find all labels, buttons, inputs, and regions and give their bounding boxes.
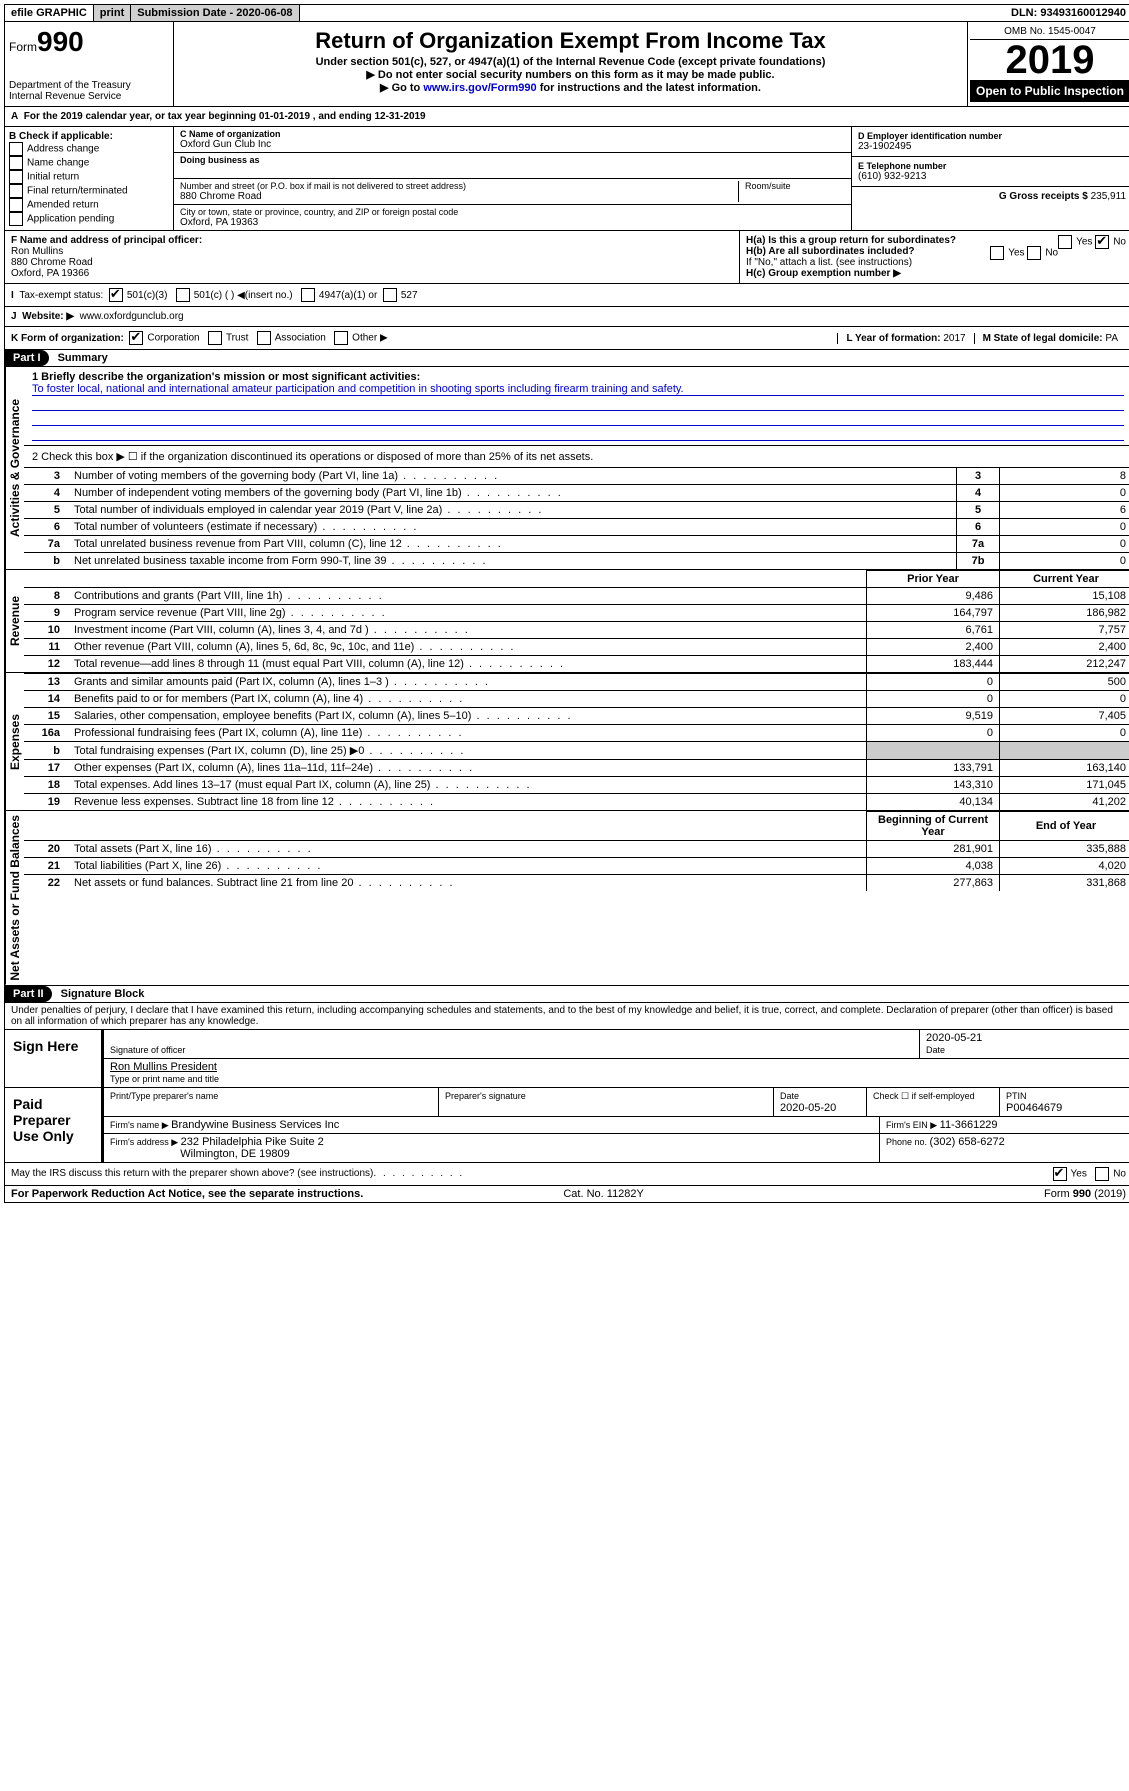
revenue-section: Revenue Prior YearCurrent Year8Contribut…: [4, 570, 1129, 673]
tax-exempt-status: I Tax-exempt status: 501(c)(3) 501(c) ( …: [4, 284, 1129, 307]
sign-here-block: Sign Here Signature of officer 2020-05-2…: [4, 1030, 1129, 1088]
check-option: Application pending: [9, 212, 169, 226]
check-applicable: B Check if applicable: Address changeNam…: [5, 127, 174, 230]
part-i: Part I Summary: [4, 350, 1129, 367]
ein-phone: D Employer identification number 23-1902…: [852, 127, 1129, 230]
4947-checkbox[interactable]: [301, 288, 315, 302]
net-assets-section: Net Assets or Fund Balances Beginning of…: [4, 811, 1129, 986]
check-option: Address change: [9, 142, 169, 156]
perjury-declaration: Under penalties of perjury, I declare th…: [4, 1003, 1129, 1030]
irs-link[interactable]: www.irs.gov/Form990: [423, 82, 536, 94]
officer-group-return: F Name and address of principal officer:…: [4, 231, 1129, 284]
check-option: Initial return: [9, 170, 169, 184]
form-number-footer: Form 990 (2019): [1044, 1188, 1126, 1200]
top-bar: efile GRAPHIC print Submission Date - 20…: [4, 4, 1129, 22]
form-title: Return of Organization Exempt From Incom…: [178, 28, 963, 54]
form-of-org: K Form of organization: Corporation Trus…: [4, 327, 1129, 350]
ha-yes-checkbox[interactable]: [1058, 235, 1072, 249]
ha-no-checkbox[interactable]: [1095, 235, 1109, 249]
submission-date[interactable]: Submission Date - 2020-06-08: [131, 5, 299, 21]
dln: DLN: 93493160012940: [1005, 5, 1129, 21]
activities-governance: Activities & Governance 1 Briefly descri…: [4, 367, 1129, 570]
discuss-yes-checkbox[interactable]: [1053, 1167, 1067, 1181]
501c3-checkbox[interactable]: [109, 288, 123, 302]
expenses-section: Expenses 13Grants and similar amounts pa…: [4, 673, 1129, 811]
page-footer: For Paperwork Reduction Act Notice, see …: [4, 1186, 1129, 1203]
paid-preparer-block: Paid Preparer Use Only Print/Type prepar…: [4, 1088, 1129, 1163]
entity-info: B Check if applicable: Address changeNam…: [4, 127, 1129, 231]
print-button[interactable]: print: [94, 5, 131, 21]
check-option: Final return/terminated: [9, 184, 169, 198]
hb-yes-checkbox[interactable]: [990, 246, 1004, 260]
governance-table: 3Number of voting members of the governi…: [24, 467, 1129, 569]
org-name-address: C Name of organization Oxford Gun Club I…: [174, 127, 852, 230]
website-row: J Website: ▶ www.oxfordgunclub.org: [4, 307, 1129, 327]
year-box: OMB No. 1545-0047 2019 Open to Public In…: [967, 22, 1129, 106]
form-header: Form990 Department of the Treasury Inter…: [4, 22, 1129, 107]
tax-year-line: A For the 2019 calendar year, or tax yea…: [4, 107, 1129, 127]
discuss-row: May the IRS discuss this return with the…: [4, 1163, 1129, 1186]
net-assets-table: Beginning of Current YearEnd of Year20To…: [24, 811, 1129, 891]
discuss-no-checkbox[interactable]: [1095, 1167, 1109, 1181]
revenue-table: Prior YearCurrent Year8Contributions and…: [24, 570, 1129, 672]
form-number-box: Form990 Department of the Treasury Inter…: [5, 22, 174, 106]
check-option: Amended return: [9, 198, 169, 212]
expenses-table: 13Grants and similar amounts paid (Part …: [24, 673, 1129, 810]
part-ii: Part II Signature Block: [4, 986, 1129, 1003]
efile-label: efile GRAPHIC: [5, 5, 94, 21]
title-box: Return of Organization Exempt From Incom…: [174, 22, 967, 106]
501c-checkbox[interactable]: [176, 288, 190, 302]
527-checkbox[interactable]: [383, 288, 397, 302]
check-option: Name change: [9, 156, 169, 170]
hb-no-checkbox[interactable]: [1027, 246, 1041, 260]
